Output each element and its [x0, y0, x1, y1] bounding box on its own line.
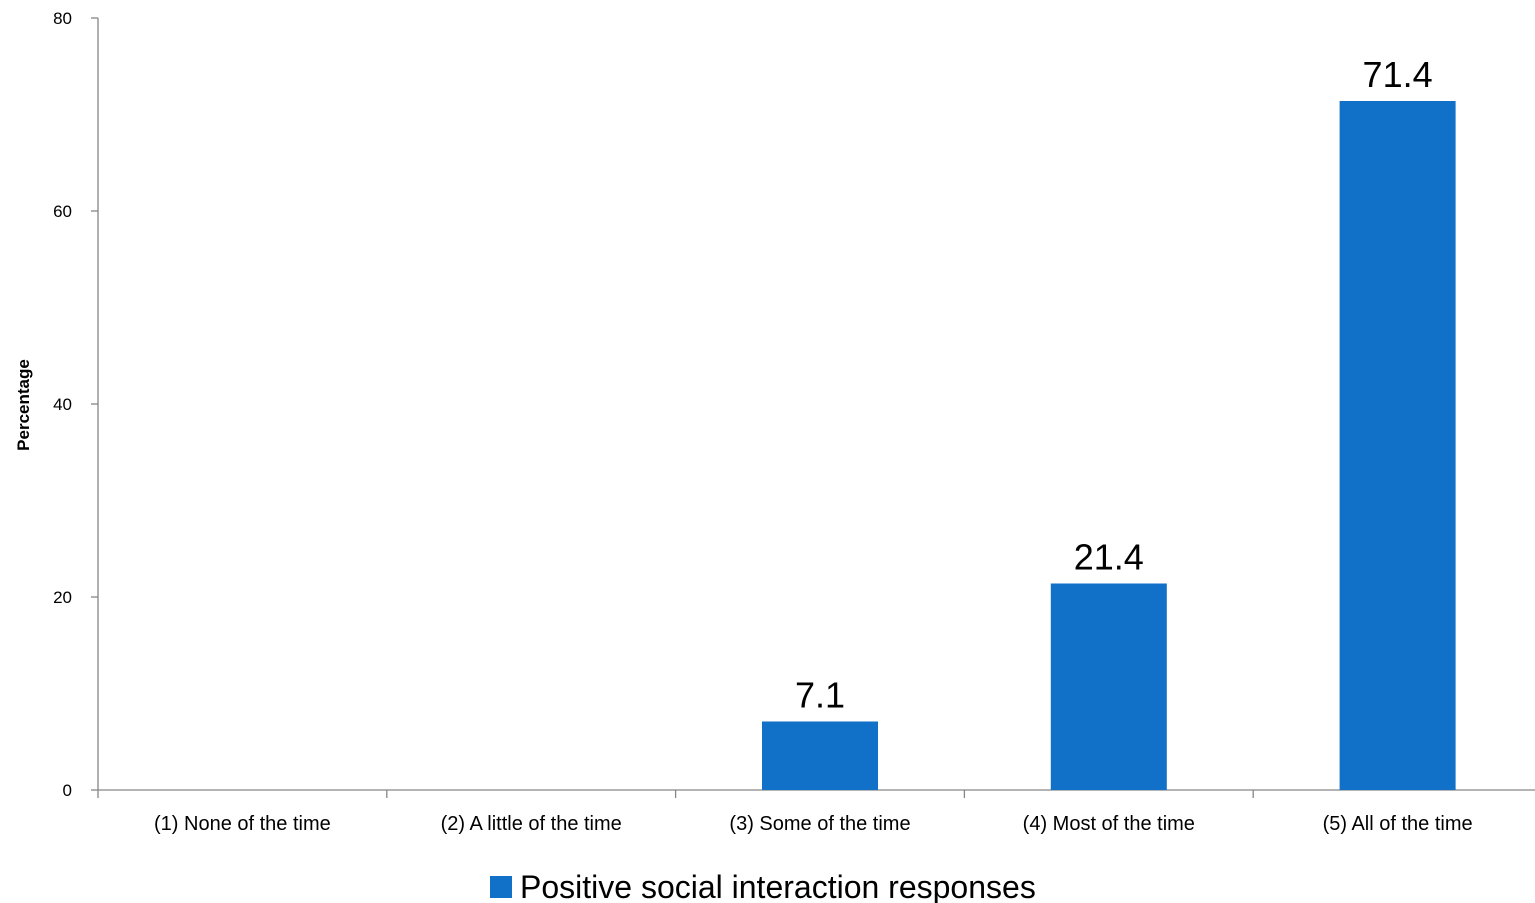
bar	[762, 721, 878, 790]
x-tick-label: (5) All of the time	[1323, 813, 1473, 835]
legend: Positive social interaction responses	[490, 869, 1036, 903]
x-tick-label: (4) Most of the time	[1023, 813, 1195, 835]
legend-label: Positive social interaction responses	[520, 869, 1036, 903]
y-axis-label: Percentage	[14, 359, 33, 451]
legend-swatch	[490, 876, 512, 898]
x-tick-label: (3) Some of the time	[729, 813, 910, 835]
x-tick-label: (2) A little of the time	[441, 813, 622, 835]
y-tick-label: 0	[63, 781, 72, 800]
y-tick-label: 80	[53, 9, 72, 28]
axes: 0 20 40 60 80 (1) None of the time (2) A littl…	[53, 9, 1535, 835]
bars-group	[762, 100, 1456, 791]
data-label: 71.4	[1363, 54, 1433, 95]
bar	[1339, 100, 1456, 791]
data-label: 21.4	[1074, 536, 1144, 577]
y-tick-label: 40	[53, 395, 72, 414]
x-tick-label: (1) None of the time	[154, 813, 331, 835]
bar	[1050, 583, 1167, 790]
y-tick-label: 60	[53, 202, 72, 221]
data-label: 7.1	[795, 674, 845, 715]
y-tick-label: 20	[53, 588, 72, 607]
labels-group: 7.1 21.4 71.4	[795, 54, 1433, 715]
